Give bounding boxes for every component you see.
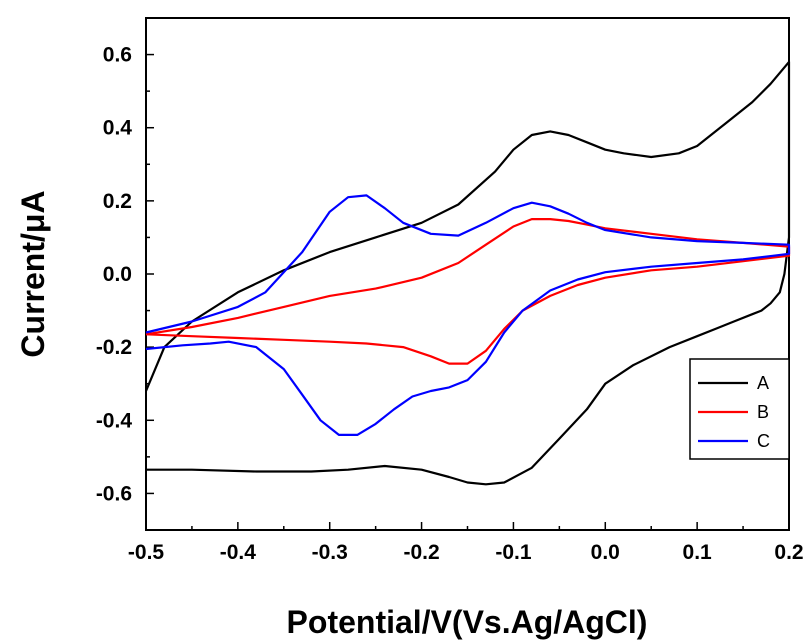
series-C-line xyxy=(145,194,791,436)
x-axis-title: Potential/V(Vs.Ag/AgCl) xyxy=(287,604,648,640)
y-tick-label: -0.2 xyxy=(96,336,132,359)
x-tick-label: -0.1 xyxy=(495,541,532,564)
legend-box xyxy=(689,358,790,460)
legend-label-A: A xyxy=(757,373,769,393)
x-tick-label: -0.4 xyxy=(220,541,257,564)
x-tick-label: -0.3 xyxy=(312,541,348,564)
y-axis-title: Current/μA xyxy=(15,190,51,357)
x-tick-label: 0.2 xyxy=(774,541,803,564)
x-tick-label: -0.2 xyxy=(403,541,439,564)
y-tick-label: -0.4 xyxy=(96,409,133,432)
x-tick-label: -0.5 xyxy=(128,541,165,564)
y-tick-label: 0.6 xyxy=(103,44,132,67)
y-tick-label: 0.0 xyxy=(103,263,132,286)
y-tick-label: 0.2 xyxy=(103,190,132,213)
y-tick-label: 0.4 xyxy=(103,117,133,140)
x-tick-label: 0.0 xyxy=(591,541,620,564)
series-layer xyxy=(144,60,791,486)
legend-label-B: B xyxy=(757,402,769,422)
axis-ticks: -0.5 -0.4 -0.3 -0.2 -0.1 0.0 0.1 0.2 -0.6 -0.4 -0.… xyxy=(96,17,804,564)
series-B-line xyxy=(145,218,791,365)
x-tick-label: 0.1 xyxy=(683,541,713,564)
y-tick-label: -0.6 xyxy=(96,482,132,505)
legend-label-C: C xyxy=(757,431,770,451)
legend: ABC xyxy=(689,358,790,460)
